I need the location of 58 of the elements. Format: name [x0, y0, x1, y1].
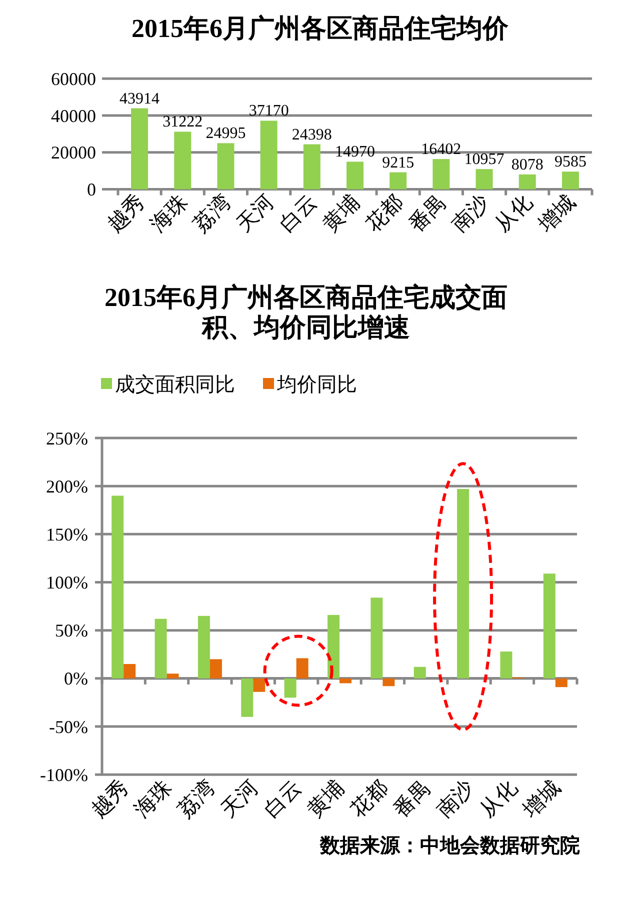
data-label: 14970	[335, 144, 375, 161]
bar	[296, 658, 308, 678]
bar	[518, 174, 536, 190]
bar	[198, 616, 210, 678]
bar	[210, 659, 222, 678]
data-label: 24995	[206, 125, 246, 142]
data-label: 31222	[162, 114, 203, 131]
bar	[328, 614, 340, 678]
data-label: 37170	[248, 102, 289, 120]
y-tick-label: 100%	[46, 572, 88, 593]
y-tick-label: 40000	[51, 106, 96, 126]
bar	[340, 678, 352, 684]
data-label: 43914	[120, 90, 160, 108]
bar	[131, 108, 148, 190]
bar	[562, 172, 579, 190]
bar	[414, 666, 426, 678]
bar	[174, 132, 192, 190]
bar	[303, 144, 320, 190]
bar	[543, 574, 556, 678]
y-tick-label: 0	[87, 180, 96, 200]
data-label: 9215	[382, 154, 414, 172]
bar	[241, 678, 254, 717]
bar	[166, 674, 179, 678]
bar	[370, 598, 383, 678]
bar	[382, 678, 395, 686]
y-tick-label: 200%	[46, 476, 88, 496]
y-tick-label: 50%	[55, 620, 88, 641]
y-tick-label: 60000	[51, 68, 96, 89]
title: 2015年6月广州各区商品住宅成交面积、均价同比增速	[104, 283, 508, 342]
data-label: 16402	[421, 141, 462, 158]
y-tick-label: 20000	[51, 142, 96, 163]
bar	[217, 143, 234, 190]
y-tick-label: -50%	[49, 716, 88, 737]
y-tick-label: 0%	[64, 668, 88, 689]
data-label: 10957	[464, 151, 504, 168]
bar	[260, 120, 278, 190]
bar	[476, 169, 493, 190]
bar	[346, 162, 364, 190]
y-tick-label: -100%	[40, 764, 88, 785]
data-label: 24398	[292, 126, 332, 144]
data-label: 8078	[511, 156, 544, 174]
bar	[500, 652, 512, 678]
y-tick-label: 250%	[46, 428, 88, 448]
legend-label: 均价同比	[276, 374, 357, 396]
title: 2015年6月广州各区商品住宅均价	[132, 14, 508, 43]
data-label: 9585	[554, 154, 586, 171]
bar	[112, 496, 124, 678]
bar	[432, 159, 450, 190]
bar	[124, 664, 136, 678]
legend-label: 成交面积同比	[115, 374, 235, 396]
bar	[390, 172, 407, 190]
bar	[555, 678, 568, 688]
bar	[457, 488, 470, 678]
bar	[284, 678, 296, 698]
bar	[154, 618, 167, 678]
source-note: 数据来源：中地会数据研究院	[319, 833, 580, 857]
bar	[253, 678, 266, 692]
y-tick-label: 150%	[46, 524, 88, 544]
